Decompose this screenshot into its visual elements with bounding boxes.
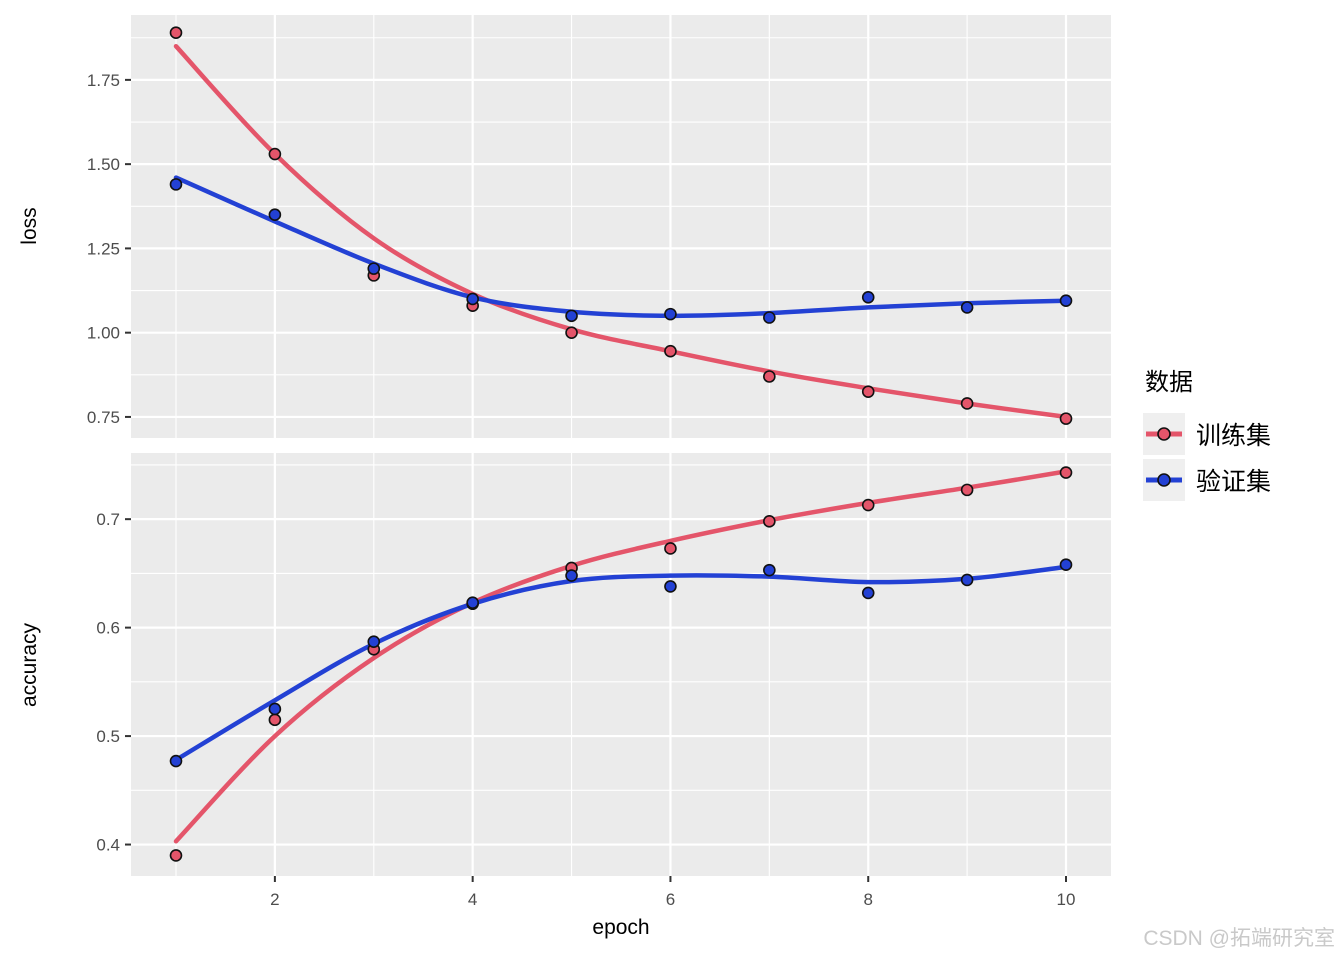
data-point-train	[268, 147, 282, 161]
data-point-val	[960, 573, 974, 587]
x-axis-tick-label: 8	[863, 890, 872, 909]
x-axis-tick-label: 4	[468, 890, 477, 909]
legend-key-val-icon	[1143, 459, 1185, 501]
y-axis-tick-label: 0.4	[96, 836, 120, 855]
data-point-train	[861, 498, 875, 512]
y-axis-tick-label: 1.25	[87, 239, 120, 258]
smooth-line-train	[173, 469, 1069, 844]
data-point-val	[664, 307, 677, 321]
y-axis-title-loss: loss	[18, 207, 41, 245]
data-point-val	[763, 563, 776, 577]
x-axis-tick-label: 6	[666, 890, 675, 909]
data-point-val	[565, 309, 578, 323]
x-axis-tick-label: 2	[270, 890, 279, 909]
x-axis-title: epoch	[592, 916, 650, 939]
legend-label-train: 训练集	[1196, 423, 1272, 450]
legend-label-val: 验证集	[1196, 469, 1272, 496]
y-axis-tick-label: 1.00	[87, 324, 120, 343]
data-point-train	[960, 483, 974, 497]
y-axis-tick-label: 0.6	[96, 619, 120, 638]
legend-title: 数据	[1145, 370, 1193, 396]
x-axis-tick-label: 10	[1057, 890, 1076, 909]
data-point-val	[960, 301, 974, 314]
data-point-train	[268, 713, 282, 727]
smooth-line-val	[173, 564, 1069, 763]
loss-panel: 1.75 1.50 1.25 1.00 0.75	[87, 15, 1111, 438]
data-point-train	[565, 326, 578, 339]
data-point-val	[1059, 294, 1073, 307]
data-point-val	[268, 208, 282, 222]
y-axis-tick-label: 1.50	[87, 155, 120, 174]
smooth-line-val	[173, 175, 1069, 319]
data-point-val	[664, 580, 677, 593]
data-point-train	[664, 542, 677, 555]
data-point-val	[1059, 558, 1073, 572]
data-point-val	[466, 596, 479, 609]
data-point-train	[1059, 412, 1073, 425]
data-point-val	[367, 635, 381, 649]
legend: 数据 训练集 验证集	[1143, 362, 1343, 505]
data-point-train	[861, 385, 875, 398]
data-point-val	[466, 292, 479, 306]
y-axis-title-accuracy: accuracy	[18, 622, 41, 708]
data-point-train	[960, 397, 974, 410]
data-point-train	[169, 26, 183, 39]
data-point-val	[861, 290, 875, 304]
data-point-val	[169, 178, 183, 191]
data-point-train	[763, 370, 776, 383]
data-point-train	[664, 344, 677, 358]
watermark: CSDN @拓端研究室	[1143, 927, 1335, 950]
y-axis-tick-label: 0.7	[96, 510, 120, 529]
data-point-val	[763, 311, 776, 324]
y-axis-tick-label: 1.75	[87, 71, 120, 90]
accuracy-panel: 0.7 0.6 0.5 0.4 2 4 6 8 10	[96, 453, 1111, 909]
data-point-train	[1059, 466, 1073, 479]
data-point-val	[268, 702, 282, 716]
y-axis-tick-label: 0.5	[96, 727, 120, 746]
data-point-train	[169, 849, 183, 862]
data-point-val	[861, 586, 875, 600]
data-point-val	[565, 569, 578, 582]
data-point-val	[169, 754, 183, 768]
loss-panel-background	[131, 15, 1111, 438]
y-axis-tick-label: 0.75	[87, 408, 120, 427]
smooth-line-train	[173, 43, 1069, 420]
data-point-val	[367, 262, 381, 275]
accuracy-panel-background	[131, 453, 1111, 876]
data-point-train	[763, 515, 776, 528]
legend-item-train: 训练集	[1143, 413, 1343, 455]
legend-item-val: 验证集	[1143, 459, 1343, 501]
legend-key-train-icon	[1143, 413, 1185, 455]
